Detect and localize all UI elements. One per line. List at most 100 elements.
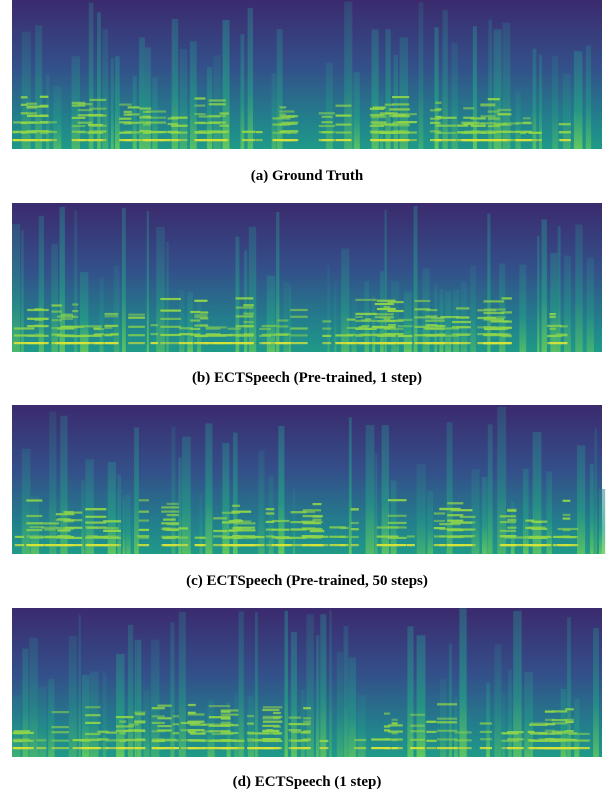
harmonic bbox=[387, 327, 404, 330]
harmonic bbox=[57, 315, 75, 318]
spectrogram-column bbox=[471, 469, 480, 554]
harmonic bbox=[430, 117, 441, 120]
harmonic bbox=[14, 544, 25, 547]
harmonic bbox=[187, 703, 196, 707]
spectrogram-column bbox=[508, 669, 512, 757]
harmonic bbox=[287, 131, 298, 134]
harmonic bbox=[213, 517, 227, 520]
harmonic bbox=[379, 112, 398, 115]
harmonic bbox=[389, 139, 410, 142]
harmonic bbox=[318, 124, 335, 128]
harmonic bbox=[501, 335, 512, 338]
harmonic bbox=[249, 536, 265, 539]
spectrogram-column bbox=[391, 281, 399, 352]
harmonic bbox=[194, 314, 208, 317]
harmonic bbox=[277, 333, 289, 336]
harmonic bbox=[479, 747, 492, 750]
harmonic bbox=[358, 326, 368, 329]
harmonic bbox=[397, 342, 413, 345]
spectrogram-column bbox=[325, 62, 333, 149]
harmonic bbox=[235, 297, 254, 300]
harmonic bbox=[329, 535, 346, 538]
spectrogram-column bbox=[416, 635, 426, 757]
harmonic bbox=[208, 99, 226, 102]
harmonic bbox=[139, 121, 152, 124]
spectrogram-column bbox=[226, 701, 231, 757]
harmonic bbox=[137, 544, 150, 547]
harmonic bbox=[290, 536, 307, 539]
harmonic bbox=[190, 310, 201, 314]
spectrogram-column bbox=[563, 74, 571, 149]
harmonic bbox=[440, 316, 460, 319]
spectrogram-column bbox=[353, 72, 360, 149]
harmonic bbox=[497, 108, 512, 111]
harmonic bbox=[355, 334, 363, 337]
spectrogram-column bbox=[190, 41, 197, 149]
harmonic bbox=[227, 342, 242, 345]
harmonic bbox=[407, 535, 415, 538]
harmonic bbox=[279, 139, 287, 142]
harmonic bbox=[493, 130, 508, 133]
harmonic bbox=[312, 528, 322, 531]
harmonic bbox=[104, 342, 119, 345]
spectrogram-column bbox=[577, 445, 586, 554]
harmonic bbox=[374, 316, 394, 319]
harmonic bbox=[104, 333, 119, 336]
harmonic bbox=[220, 721, 231, 724]
harmonic bbox=[89, 107, 107, 110]
harmonic bbox=[426, 730, 437, 733]
harmonic bbox=[433, 519, 446, 523]
harmonic bbox=[279, 115, 295, 118]
harmonic bbox=[279, 130, 287, 134]
harmonic bbox=[365, 327, 372, 330]
harmonic bbox=[71, 101, 86, 104]
harmonic bbox=[479, 730, 492, 733]
harmonic bbox=[358, 333, 368, 336]
harmonic bbox=[171, 124, 188, 127]
harmonic bbox=[425, 324, 438, 327]
harmonic bbox=[29, 544, 44, 547]
harmonic bbox=[389, 108, 410, 111]
spectrogram-column bbox=[348, 417, 352, 554]
spectrogram-column bbox=[418, 2, 424, 150]
harmonic bbox=[27, 121, 49, 124]
harmonic bbox=[483, 318, 504, 321]
harmonic bbox=[456, 342, 470, 345]
harmonic bbox=[85, 732, 101, 736]
harmonic bbox=[119, 117, 132, 120]
harmonic bbox=[237, 526, 256, 529]
harmonic bbox=[480, 103, 496, 106]
harmonic bbox=[493, 139, 508, 142]
spectrogram-column bbox=[102, 29, 109, 149]
spectrogram-column bbox=[255, 612, 258, 757]
harmonic bbox=[430, 139, 441, 142]
harmonic bbox=[522, 139, 531, 142]
spectrogram-column bbox=[599, 489, 606, 554]
spectrogram-column bbox=[144, 47, 151, 149]
harmonic bbox=[463, 116, 474, 119]
spectrogram-column bbox=[233, 432, 238, 554]
spectrogram-column bbox=[532, 48, 537, 149]
spectrogram-column bbox=[448, 643, 452, 757]
spectrogram-column bbox=[21, 31, 31, 150]
harmonic bbox=[145, 116, 167, 119]
spectrogram-column bbox=[344, 1, 353, 149]
harmonic bbox=[128, 325, 145, 328]
harmonic bbox=[128, 723, 139, 726]
harmonic bbox=[433, 527, 446, 530]
harmonic bbox=[214, 334, 232, 337]
harmonic bbox=[232, 504, 240, 507]
harmonic bbox=[187, 720, 205, 723]
harmonic bbox=[77, 131, 93, 134]
harmonic bbox=[350, 535, 359, 539]
spectrogram-column bbox=[97, 12, 101, 149]
harmonic bbox=[128, 316, 145, 319]
spectrogram-column bbox=[166, 241, 169, 352]
harmonic bbox=[163, 518, 176, 521]
spectrogram-column bbox=[494, 644, 502, 757]
spectrogram-column bbox=[143, 690, 150, 757]
caption: (b) ECTSpeech (Pre-trained, 1 step) bbox=[192, 370, 422, 386]
harmonic bbox=[527, 730, 535, 733]
harmonic bbox=[290, 327, 308, 330]
harmonic bbox=[97, 738, 109, 741]
